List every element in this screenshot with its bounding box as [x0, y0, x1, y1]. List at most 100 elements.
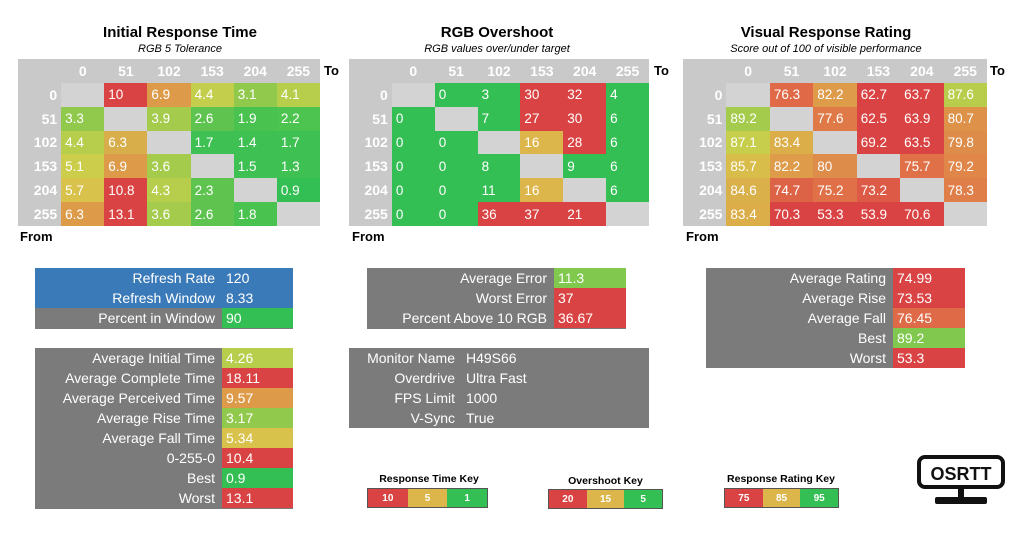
- summary-label: Average Perceived Time: [62, 390, 215, 406]
- heatmap-cell: 76.3: [769, 82, 814, 107]
- column-header: 0: [78, 62, 87, 79]
- heatmap-cell: 2.6: [190, 106, 234, 131]
- grid-corner: [349, 59, 392, 83]
- heatmap-cell: 6.9: [104, 154, 148, 179]
- heatmap-cell: 0: [434, 130, 478, 155]
- summary-value: 90: [222, 308, 293, 328]
- heatmap-cell: 2.2: [276, 106, 320, 131]
- heatmap-title: Initial Response Time: [103, 24, 257, 41]
- heatmap-cell: 10: [104, 82, 148, 107]
- summary-label: Average Fall Time: [102, 430, 215, 446]
- heatmap-cell: 6.3: [61, 202, 105, 226]
- heatmap-cell: 4.3: [147, 178, 191, 203]
- heatmap-cell: 5.7: [61, 178, 105, 203]
- heatmap-cell: 1.7: [276, 130, 320, 155]
- heatmap-cell: 13.1: [104, 202, 148, 226]
- summary-label: Average Rating: [789, 270, 886, 286]
- summary-row: Percent Above 10 RGB 36.67: [367, 308, 626, 328]
- key-swatch: 5: [407, 489, 448, 507]
- heatmap-cell: 74.7: [769, 178, 814, 203]
- heatmap-cell: 3: [477, 82, 521, 107]
- key-swatch: 75: [725, 489, 763, 507]
- summary-value: 120: [222, 268, 293, 288]
- summary-value: 3.17: [222, 408, 293, 428]
- summary-row: Refresh Window 8.33: [35, 288, 293, 308]
- heatmap-cell: 83.4: [769, 130, 814, 155]
- summary-value: Ultra Fast: [466, 370, 527, 386]
- summary-label: 0-255-0: [166, 450, 215, 466]
- summary-row: Best 0.9: [35, 468, 293, 488]
- heatmap-cell: 53.3: [813, 202, 857, 226]
- heatmap-subtitle: Score out of 100 of visible performance: [730, 43, 922, 55]
- empty-cell: [61, 82, 105, 107]
- heatmap-cell: 4.1: [276, 82, 320, 107]
- row-header: 102: [699, 134, 723, 151]
- empty-cell: [606, 202, 649, 226]
- summary-label: Average Error: [460, 270, 547, 286]
- heatmap-cell: 87.6: [943, 82, 987, 107]
- summary-value: 73.53: [893, 288, 965, 308]
- heatmap-cell: 36: [477, 202, 521, 226]
- empty-cell: [813, 130, 857, 155]
- response-rating-key-title: Response Rating Key: [727, 473, 835, 485]
- heatmap-cell: 3.3: [61, 106, 105, 131]
- heatmap-cell: 1.7: [190, 130, 234, 155]
- summary-label: Average Fall: [807, 310, 886, 326]
- summary-value: 4.26: [222, 348, 293, 368]
- heatmap-cell: 0.9: [276, 178, 320, 203]
- heatmap-cell: 6.3: [104, 130, 148, 155]
- heatmap-cell: 4.4: [190, 82, 234, 107]
- to-axis-label: To: [654, 63, 669, 78]
- heatmap-cell: 3.9: [147, 106, 191, 131]
- heatmap-cell: 0: [391, 202, 435, 226]
- empty-cell: [520, 154, 564, 179]
- row-header: 51: [706, 110, 723, 127]
- heatmap-cell: 28: [563, 130, 607, 155]
- empty-cell: [434, 106, 478, 131]
- heatmap-cell: 69.2: [856, 130, 901, 155]
- summary-value: 1000: [466, 390, 498, 406]
- summary-row: Refresh Rate 120: [35, 268, 293, 288]
- overshoot-key-title: Overshoot Key: [568, 475, 643, 487]
- row-header: 204: [699, 182, 723, 199]
- heatmap-cell: 0: [434, 202, 478, 226]
- summary-label: Best: [186, 470, 215, 486]
- row-header: 153: [33, 158, 58, 175]
- row-header: 102: [33, 134, 58, 151]
- summary-value: 18.11: [222, 368, 293, 388]
- summary-label: Average Initial Time: [92, 350, 215, 366]
- summary-label: Average Rise Time: [96, 410, 215, 426]
- to-axis-label: To: [990, 63, 1005, 78]
- heatmap-title: Visual Response Rating: [740, 24, 912, 41]
- heatmap-cell: 80: [813, 154, 857, 179]
- heatmap-cell: 85.7: [726, 154, 770, 179]
- osrtt-logo: OSRTT: [917, 455, 1005, 507]
- column-header: 51: [118, 62, 134, 79]
- key-swatch: 1: [447, 489, 488, 507]
- row-header: 204: [33, 182, 58, 199]
- heatmap-cell: 0: [434, 82, 478, 107]
- heatmap-cell: 70.6: [900, 202, 944, 226]
- column-header: 0: [744, 62, 753, 79]
- heatmap-cell: 21: [563, 202, 607, 226]
- summary-label: Average Complete Time: [65, 370, 215, 386]
- summary-value: 10.4: [222, 448, 293, 468]
- refresh-summary-panel: Refresh Rate 120 Refresh Window 8.33 Percent…: [35, 268, 293, 329]
- row-header: 51: [41, 110, 58, 127]
- heatmap-cell: 2.3: [190, 178, 234, 203]
- summary-row: Worst Error 37: [367, 288, 626, 308]
- column-header: 255: [615, 62, 640, 79]
- summary-row: Monitor Name H49S66: [349, 348, 649, 368]
- column-header: 255: [286, 62, 311, 79]
- heatmap-cell: 84.6: [726, 178, 770, 203]
- key-swatch: 85: [762, 489, 801, 507]
- summary-row: FPS Limit 1000: [349, 388, 649, 408]
- column-header: 102: [157, 62, 181, 79]
- overshoot-summary-panel: Average Error 11.3 Worst Error 37 Percent Ab…: [367, 268, 626, 329]
- heatmap-cell: 30: [563, 106, 607, 131]
- heatmap-cell: 73.2: [856, 178, 901, 203]
- heatmap-cell: 78.3: [943, 178, 987, 203]
- summary-label: Best: [857, 330, 886, 346]
- summary-value: 9.57: [222, 388, 293, 408]
- row-header: 255: [699, 206, 723, 223]
